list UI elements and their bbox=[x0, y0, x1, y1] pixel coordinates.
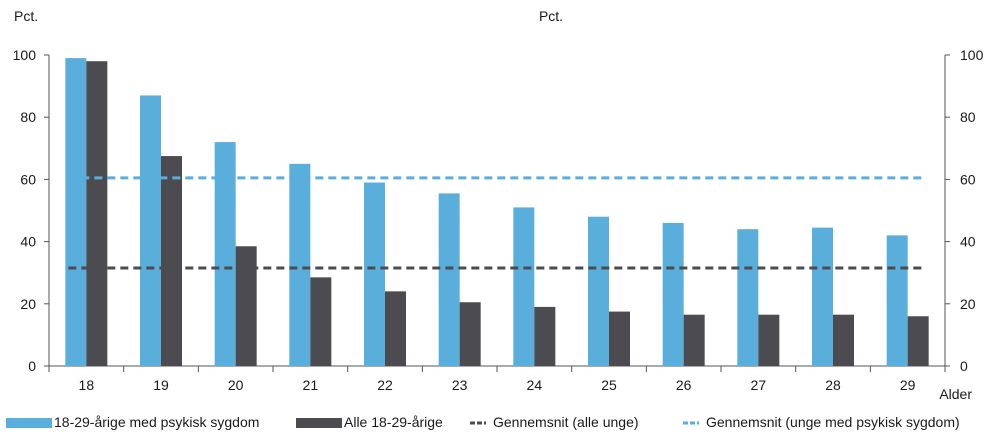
legend-label: 18-29-årige med psykisk sygdom bbox=[54, 414, 259, 430]
axes bbox=[48, 55, 946, 367]
y-tick-label-right: 60 bbox=[960, 171, 976, 187]
labels: Pct. Pct. Alder bbox=[14, 8, 972, 402]
x-tick-label: 29 bbox=[900, 377, 916, 393]
y-tick-label-right: 80 bbox=[960, 109, 976, 125]
bar bbox=[140, 95, 161, 367]
bars bbox=[65, 58, 929, 367]
y-tick-label-left: 80 bbox=[20, 109, 36, 125]
y-tick-label-right: 20 bbox=[960, 296, 976, 312]
y-tick-label-left: 60 bbox=[20, 171, 36, 187]
bar bbox=[214, 142, 236, 366]
x-tick-label: 28 bbox=[825, 377, 841, 393]
x-tick-label: 21 bbox=[303, 377, 319, 393]
bar bbox=[758, 314, 780, 366]
bar bbox=[289, 163, 311, 366]
x-tick-label: 26 bbox=[676, 377, 692, 393]
y-tick-label-left: 100 bbox=[13, 47, 37, 63]
legend-label: Gennemsnit (alle unge) bbox=[493, 414, 639, 430]
x-tick-label: 23 bbox=[452, 377, 468, 393]
bar bbox=[737, 229, 759, 366]
bar bbox=[886, 235, 908, 366]
bar bbox=[907, 316, 929, 366]
bar bbox=[65, 58, 87, 367]
y-tick-label-right: 100 bbox=[960, 47, 984, 63]
bar bbox=[161, 156, 182, 366]
y-tick-label-right: 40 bbox=[960, 234, 976, 250]
bar bbox=[513, 207, 535, 366]
bar bbox=[588, 216, 609, 366]
legend: 18-29-årige med psykisk sygdom Alle 18-29… bbox=[6, 414, 960, 430]
bar bbox=[833, 314, 854, 366]
bar bbox=[812, 227, 833, 366]
bar bbox=[310, 277, 332, 366]
ticks: 0 0 20 20 40 40 60 60 80 80 100 100 18 19 20 21 22 23 24 25… bbox=[13, 47, 984, 393]
y-tick-label-right: 0 bbox=[960, 358, 968, 374]
y-axis-label-right: Pct. bbox=[539, 8, 563, 24]
bar bbox=[86, 61, 108, 366]
bar bbox=[364, 182, 385, 366]
x-tick-label: 22 bbox=[377, 377, 393, 393]
x-tick-label: 25 bbox=[601, 377, 617, 393]
legend-label: Gennemsnit (unge med psykisk sygdom) bbox=[706, 414, 960, 430]
bar bbox=[683, 314, 705, 366]
y-tick-label-left: 20 bbox=[20, 296, 36, 312]
y-axis-label-left: Pct. bbox=[14, 8, 38, 24]
x-tick-label: 19 bbox=[153, 377, 169, 393]
x-tick-label: 27 bbox=[751, 377, 767, 393]
bar bbox=[609, 311, 630, 366]
bar bbox=[534, 306, 556, 366]
x-tick-label: 20 bbox=[228, 377, 244, 393]
legend-swatch bbox=[6, 418, 52, 428]
legend-label: Alle 18-29-årige bbox=[344, 414, 443, 430]
y-tick-label-left: 0 bbox=[28, 358, 36, 374]
bar bbox=[235, 246, 257, 366]
x-tick-label: 24 bbox=[527, 377, 543, 393]
x-axis-label: Alder bbox=[939, 386, 972, 402]
y-tick-label-left: 40 bbox=[20, 234, 36, 250]
x-tick-label: 18 bbox=[79, 377, 95, 393]
legend-swatch bbox=[296, 418, 342, 428]
bar bbox=[459, 302, 481, 366]
bar bbox=[662, 222, 684, 366]
bar bbox=[438, 193, 460, 366]
bar bbox=[385, 291, 406, 366]
average-lines bbox=[68, 176, 926, 270]
